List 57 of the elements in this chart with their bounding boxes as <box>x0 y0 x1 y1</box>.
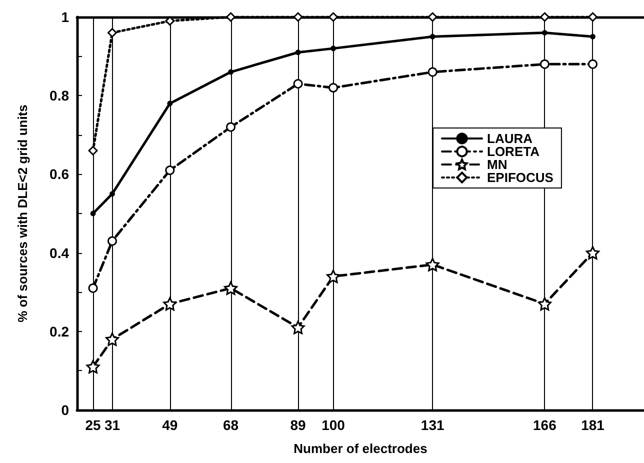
legend-label: LORETA <box>487 144 540 159</box>
x-tick-label: 166 <box>533 417 557 433</box>
point <box>226 12 236 22</box>
point <box>165 16 175 26</box>
x-tick-label: 31 <box>104 417 120 433</box>
y-tick-label: 0.2 <box>50 323 70 340</box>
point <box>293 79 303 89</box>
x-tick-label: 100 <box>322 417 346 433</box>
point <box>540 12 550 22</box>
x-tick-label: 89 <box>290 417 306 433</box>
x-tick-label: 49 <box>162 417 178 433</box>
legend-label: EPIFOCUS <box>487 170 554 185</box>
point <box>586 246 600 260</box>
x-tick-label: 25 <box>85 417 102 433</box>
point <box>326 270 340 284</box>
point <box>542 30 548 36</box>
y-tick-label: 1 <box>61 9 70 25</box>
point <box>86 360 100 374</box>
x-tick-label: 131 <box>420 417 444 433</box>
x-axis-title: Number of electrodes <box>294 441 428 456</box>
point <box>295 50 301 56</box>
legend-label: LAURA <box>487 131 534 146</box>
x-tick-label: 68 <box>222 417 239 433</box>
point <box>90 210 96 216</box>
y-tick-label: 0.8 <box>50 88 70 104</box>
point <box>330 46 336 52</box>
point <box>588 12 598 22</box>
point <box>293 12 303 22</box>
y-tick-label: 0.4 <box>50 244 70 261</box>
point <box>540 59 550 69</box>
point <box>538 297 552 311</box>
point <box>163 297 177 311</box>
point <box>88 146 98 156</box>
point <box>167 100 173 106</box>
x-tick-label: 181 <box>581 417 605 433</box>
point <box>291 320 305 334</box>
point <box>226 122 236 132</box>
point <box>107 236 117 246</box>
point <box>107 28 117 38</box>
point <box>109 191 115 197</box>
point <box>105 332 119 346</box>
y-tick-label: 0 <box>61 402 70 418</box>
point <box>228 69 234 75</box>
point <box>224 281 238 295</box>
y-axis-title: % of sources with DLE<2 grid units <box>15 104 30 322</box>
legend-label: MN <box>487 157 508 172</box>
point <box>426 258 440 272</box>
point <box>590 34 596 40</box>
point <box>588 59 598 69</box>
point <box>428 12 438 22</box>
point <box>165 166 175 176</box>
point <box>88 283 98 293</box>
point <box>328 12 338 22</box>
point <box>328 82 338 92</box>
point <box>428 67 438 77</box>
point <box>430 34 436 40</box>
y-tick-label: 0.6 <box>50 166 70 182</box>
